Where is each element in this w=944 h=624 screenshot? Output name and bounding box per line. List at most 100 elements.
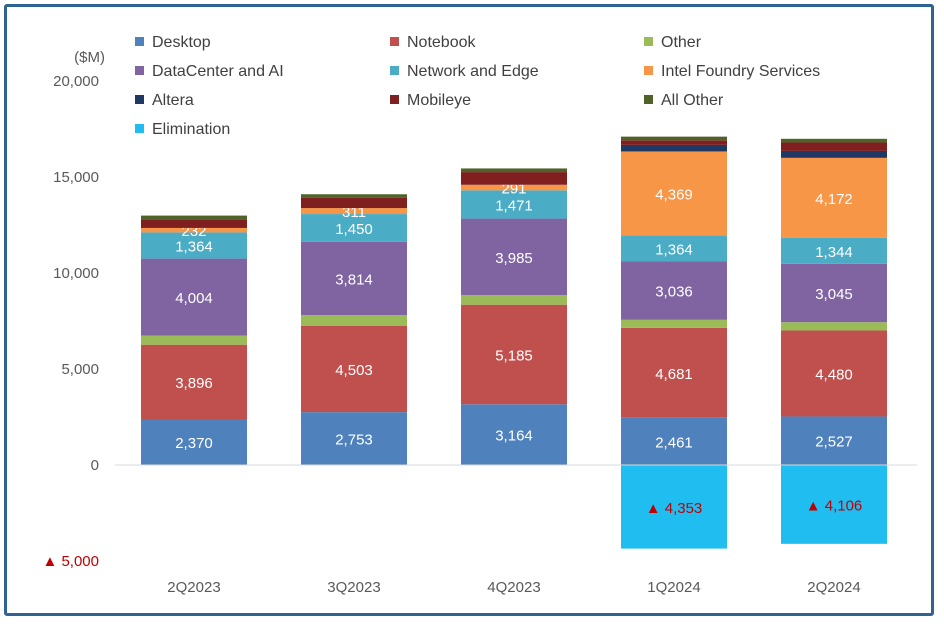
legend-label: Other [661, 34, 702, 51]
legend-label: All Other [661, 92, 724, 109]
legend-swatch-network-and-edge [390, 66, 399, 75]
legend-swatch-all-other [644, 95, 653, 104]
x-tick-label: 3Q2023 [327, 579, 380, 596]
legend-swatch-desktop [135, 37, 144, 46]
bar-segment-elimination [781, 465, 887, 544]
legend-label: DataCenter and AI [152, 63, 284, 80]
data-label: 5,185 [495, 347, 533, 364]
bar-segment-desktop [461, 404, 567, 465]
bar-segment-mobileye [301, 197, 407, 209]
bar-segment-desktop [301, 412, 407, 465]
bar-segment-intel-foundry-services [781, 157, 887, 238]
bar-segment-all-other [301, 194, 407, 198]
bar-segment-altera [621, 144, 727, 152]
bar-segment-altera [781, 150, 887, 158]
data-label: 2,527 [815, 434, 853, 451]
bar-segment-desktop [141, 419, 247, 465]
y-tick-label: 20,000 [53, 73, 99, 90]
x-axis: 2Q2023 3Q2023 4Q2023 1Q2024 2Q2024 [167, 579, 860, 596]
y-axis: 20,000 15,000 10,000 5,000 0 ▲ 5,000 [42, 73, 99, 570]
bar-segment-notebook [141, 344, 247, 420]
data-label: 1,450 [335, 221, 373, 238]
bar-segment-all-other [621, 136, 727, 141]
bar-segment-network-and-edge [621, 235, 727, 262]
bar-segment-mobileye [141, 219, 247, 228]
data-label: 3,164 [495, 428, 533, 445]
bar-segment-other [461, 295, 567, 305]
bar-segment-other [141, 335, 247, 345]
legend-label: Intel Foundry Services [661, 63, 820, 80]
bar-segment-notebook [781, 330, 887, 417]
data-label: 311 [342, 204, 366, 221]
bar-segment-elimination [621, 465, 727, 549]
bar-segment-network-and-edge [781, 237, 887, 264]
data-label: 2,370 [175, 435, 213, 452]
legend-swatch-elimination [135, 124, 144, 133]
bar-segment-datacenter-and-ai [461, 218, 567, 296]
bar-segment-datacenter-and-ai [781, 263, 887, 323]
bar-segment-all-other [141, 215, 247, 220]
data-label: 3,985 [495, 250, 533, 267]
bar-segment-other [301, 315, 407, 326]
legend-swatch-altera [135, 95, 144, 104]
y-tick-label: 5,000 [61, 361, 99, 378]
data-label: 3,036 [655, 284, 693, 301]
bar-segment-network-and-edge [461, 190, 567, 219]
legend-label: Mobileye [407, 92, 471, 109]
bar-segment-datacenter-and-ai [621, 261, 727, 320]
bar-segment-desktop [621, 417, 727, 465]
legend-swatch-datacenter-and-ai [135, 66, 144, 75]
bar-segment-network-and-edge [301, 214, 407, 242]
bar-segment-mobileye [621, 140, 727, 145]
bar-segment-datacenter-and-ai [301, 241, 407, 316]
data-label: 4,503 [335, 362, 373, 379]
stacked-bar-chart: Desktop Notebook Other DataCenter and AI Net… [42, 34, 917, 596]
bar-segment-other [621, 319, 727, 328]
data-label: 1,344 [815, 244, 853, 261]
legend-label: Altera [152, 92, 194, 109]
data-label: 2,753 [335, 432, 373, 449]
data-label: 4,369 [655, 186, 693, 203]
y-tick-label: 0 [91, 457, 99, 474]
bar-segment-intel-foundry-services [141, 227, 247, 233]
data-label: 1,471 [495, 197, 533, 214]
bars: 2,3703,8964,0041,3642322,7534,5033,8141,… [141, 136, 887, 549]
x-tick-label: 4Q2023 [487, 579, 540, 596]
bar-segment-datacenter-and-ai [141, 258, 247, 336]
data-label: 4,004 [175, 290, 213, 307]
data-label: 2,461 [655, 434, 693, 451]
y-tick-label: 15,000 [53, 169, 99, 186]
bar-segment-notebook [461, 304, 567, 405]
bar-segment-mobileye [461, 172, 567, 185]
data-label: 4,681 [655, 366, 693, 383]
bar-segment-notebook [301, 325, 407, 413]
bar-segment-desktop [781, 416, 887, 465]
legend-label: Network and Edge [407, 63, 539, 80]
unit-label: ($M) [74, 49, 105, 66]
chart-legend: Desktop Notebook Other DataCenter and AI Net… [135, 34, 820, 138]
data-label: 3,814 [335, 272, 373, 289]
data-label: 1,364 [175, 239, 213, 256]
data-label: 1,364 [655, 241, 693, 258]
legend-label: Notebook [407, 34, 476, 51]
legend-swatch-notebook [390, 37, 399, 46]
legend-swatch-other [644, 37, 653, 46]
x-tick-label: 2Q2024 [807, 579, 860, 596]
x-tick-label: 2Q2023 [167, 579, 220, 596]
bar-segment-intel-foundry-services [621, 151, 727, 236]
data-label: 4,480 [815, 366, 853, 383]
chart-frame: Desktop Notebook Other DataCenter and AI Net… [4, 4, 934, 616]
data-label: 291 [501, 181, 526, 198]
legend-swatch-mobileye [390, 95, 399, 104]
data-label: ▲ 4,353 [646, 500, 703, 517]
legend-swatch-intel-foundry-services [644, 66, 653, 75]
data-label: 3,896 [175, 375, 213, 392]
bar-segment-other [781, 322, 887, 331]
y-tick-label: ▲ 5,000 [42, 553, 99, 570]
legend-label: Elimination [152, 121, 230, 138]
x-tick-label: 1Q2024 [647, 579, 700, 596]
bar-segment-all-other [461, 168, 567, 173]
y-tick-label: 10,000 [53, 265, 99, 282]
data-label: 3,045 [815, 286, 853, 303]
bar-segment-intel-foundry-services [461, 184, 567, 191]
